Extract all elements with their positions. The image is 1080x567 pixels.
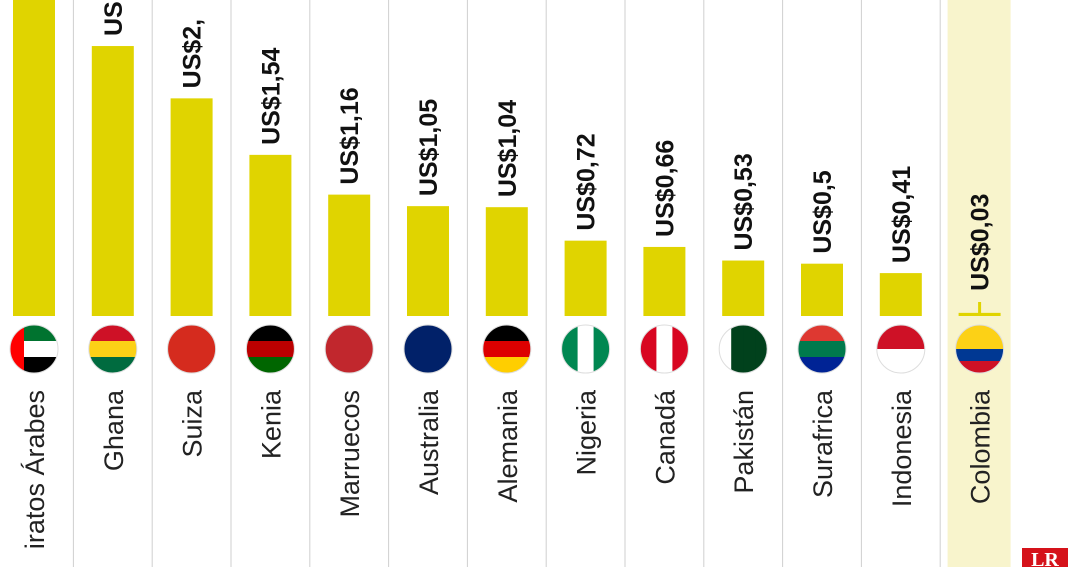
flag-stripe	[656, 325, 673, 373]
bar	[328, 194, 371, 316]
category-label: Ghana	[99, 389, 129, 471]
category-label: Kenia	[256, 389, 286, 459]
flag-stripe	[577, 325, 595, 373]
value-label: US$0,53	[730, 153, 758, 250]
plot: iratos Árabes US Ghana US$2, Suiza US$1,54 Ken…	[9, 0, 1005, 549]
bar	[170, 98, 213, 317]
bar	[722, 260, 765, 316]
flag-stripe	[482, 341, 531, 358]
flag	[246, 325, 295, 373]
flag	[955, 325, 1004, 373]
category-label: Surafrica	[808, 389, 838, 498]
flag-stripe	[167, 325, 216, 373]
flag-stripe	[876, 349, 925, 373]
bar	[643, 246, 686, 316]
flag-stripe	[404, 325, 452, 373]
flag	[640, 325, 689, 373]
value-label: US$0,72	[573, 133, 601, 230]
flag-stripe	[731, 325, 744, 373]
flag-stripe	[88, 357, 137, 373]
value-label: US$2,	[179, 19, 207, 88]
flag-border	[876, 324, 926, 374]
category-label: Australia	[414, 389, 444, 495]
flag-stripe	[755, 325, 768, 373]
flag-stripe	[88, 325, 137, 342]
highlight-band	[947, 0, 1011, 567]
flag-border	[324, 324, 374, 374]
flag-border	[88, 324, 138, 374]
flag	[325, 325, 374, 373]
bar	[485, 207, 528, 316]
bar	[13, 0, 55, 316]
bar	[249, 154, 292, 316]
flag-stripe	[955, 337, 1004, 350]
flag-border	[955, 324, 1005, 374]
flag-stripe	[640, 325, 657, 373]
flag-stripe	[325, 325, 374, 373]
value-label: US$0,03	[967, 194, 995, 291]
logo: LR	[1031, 549, 1059, 567]
category-label: Suiza	[178, 389, 208, 458]
bar	[407, 206, 449, 316]
bar	[958, 312, 1001, 316]
background	[72, 0, 1011, 567]
flag-border	[167, 324, 217, 374]
flag-stripe	[798, 325, 846, 342]
flag-stripe	[246, 341, 295, 358]
flag-border	[482, 324, 532, 374]
flag-stripe	[743, 325, 756, 373]
flag-border	[561, 324, 611, 374]
value-label: US$1,04	[494, 100, 522, 197]
flag-stripe	[482, 325, 531, 342]
category-label: iratos Árabes	[20, 390, 50, 549]
flag	[88, 325, 137, 373]
flag-border	[9, 324, 59, 374]
flag-stripe	[798, 357, 846, 373]
bar	[91, 46, 134, 316]
category-label: Indonesia	[887, 389, 917, 507]
flag-stripe	[876, 325, 925, 350]
flag-border	[403, 324, 453, 374]
flag-stripe	[482, 357, 531, 373]
category-label: Colombia	[966, 389, 996, 504]
flag-stripe	[561, 325, 579, 373]
flag	[404, 325, 452, 373]
value-label: US	[100, 1, 128, 36]
flag-stripe	[88, 341, 137, 358]
value-label: US$1,05	[415, 99, 443, 196]
bar	[801, 263, 843, 316]
flag	[561, 325, 610, 373]
flag-stripe	[246, 325, 295, 342]
value-label: US$1,54	[257, 47, 285, 144]
flag-stripe	[672, 325, 689, 373]
flag-stripe	[955, 349, 1004, 362]
flag-stripe	[246, 357, 295, 373]
bar	[879, 273, 922, 316]
value-label: US$0,5	[809, 170, 837, 253]
flag-border	[718, 324, 768, 374]
flag	[167, 325, 216, 373]
flag-border	[797, 324, 847, 374]
flag-border	[245, 324, 295, 374]
value-label: US$0,66	[651, 140, 679, 237]
bar	[564, 240, 607, 316]
logo-box	[1022, 548, 1068, 567]
flag	[482, 325, 531, 373]
flag-border	[639, 324, 689, 374]
value-label: US$0,41	[888, 166, 916, 263]
category-label: Marruecos	[335, 390, 365, 518]
value-label: US$1,16	[336, 87, 364, 184]
category-label: Nigeria	[572, 389, 602, 476]
category-label: Alemania	[493, 389, 523, 503]
flag-stripe	[593, 325, 610, 373]
flag	[798, 325, 846, 373]
category-label: Canadá	[650, 389, 680, 485]
flag-stripe	[798, 341, 846, 358]
category-label: Pakistán	[729, 390, 759, 494]
